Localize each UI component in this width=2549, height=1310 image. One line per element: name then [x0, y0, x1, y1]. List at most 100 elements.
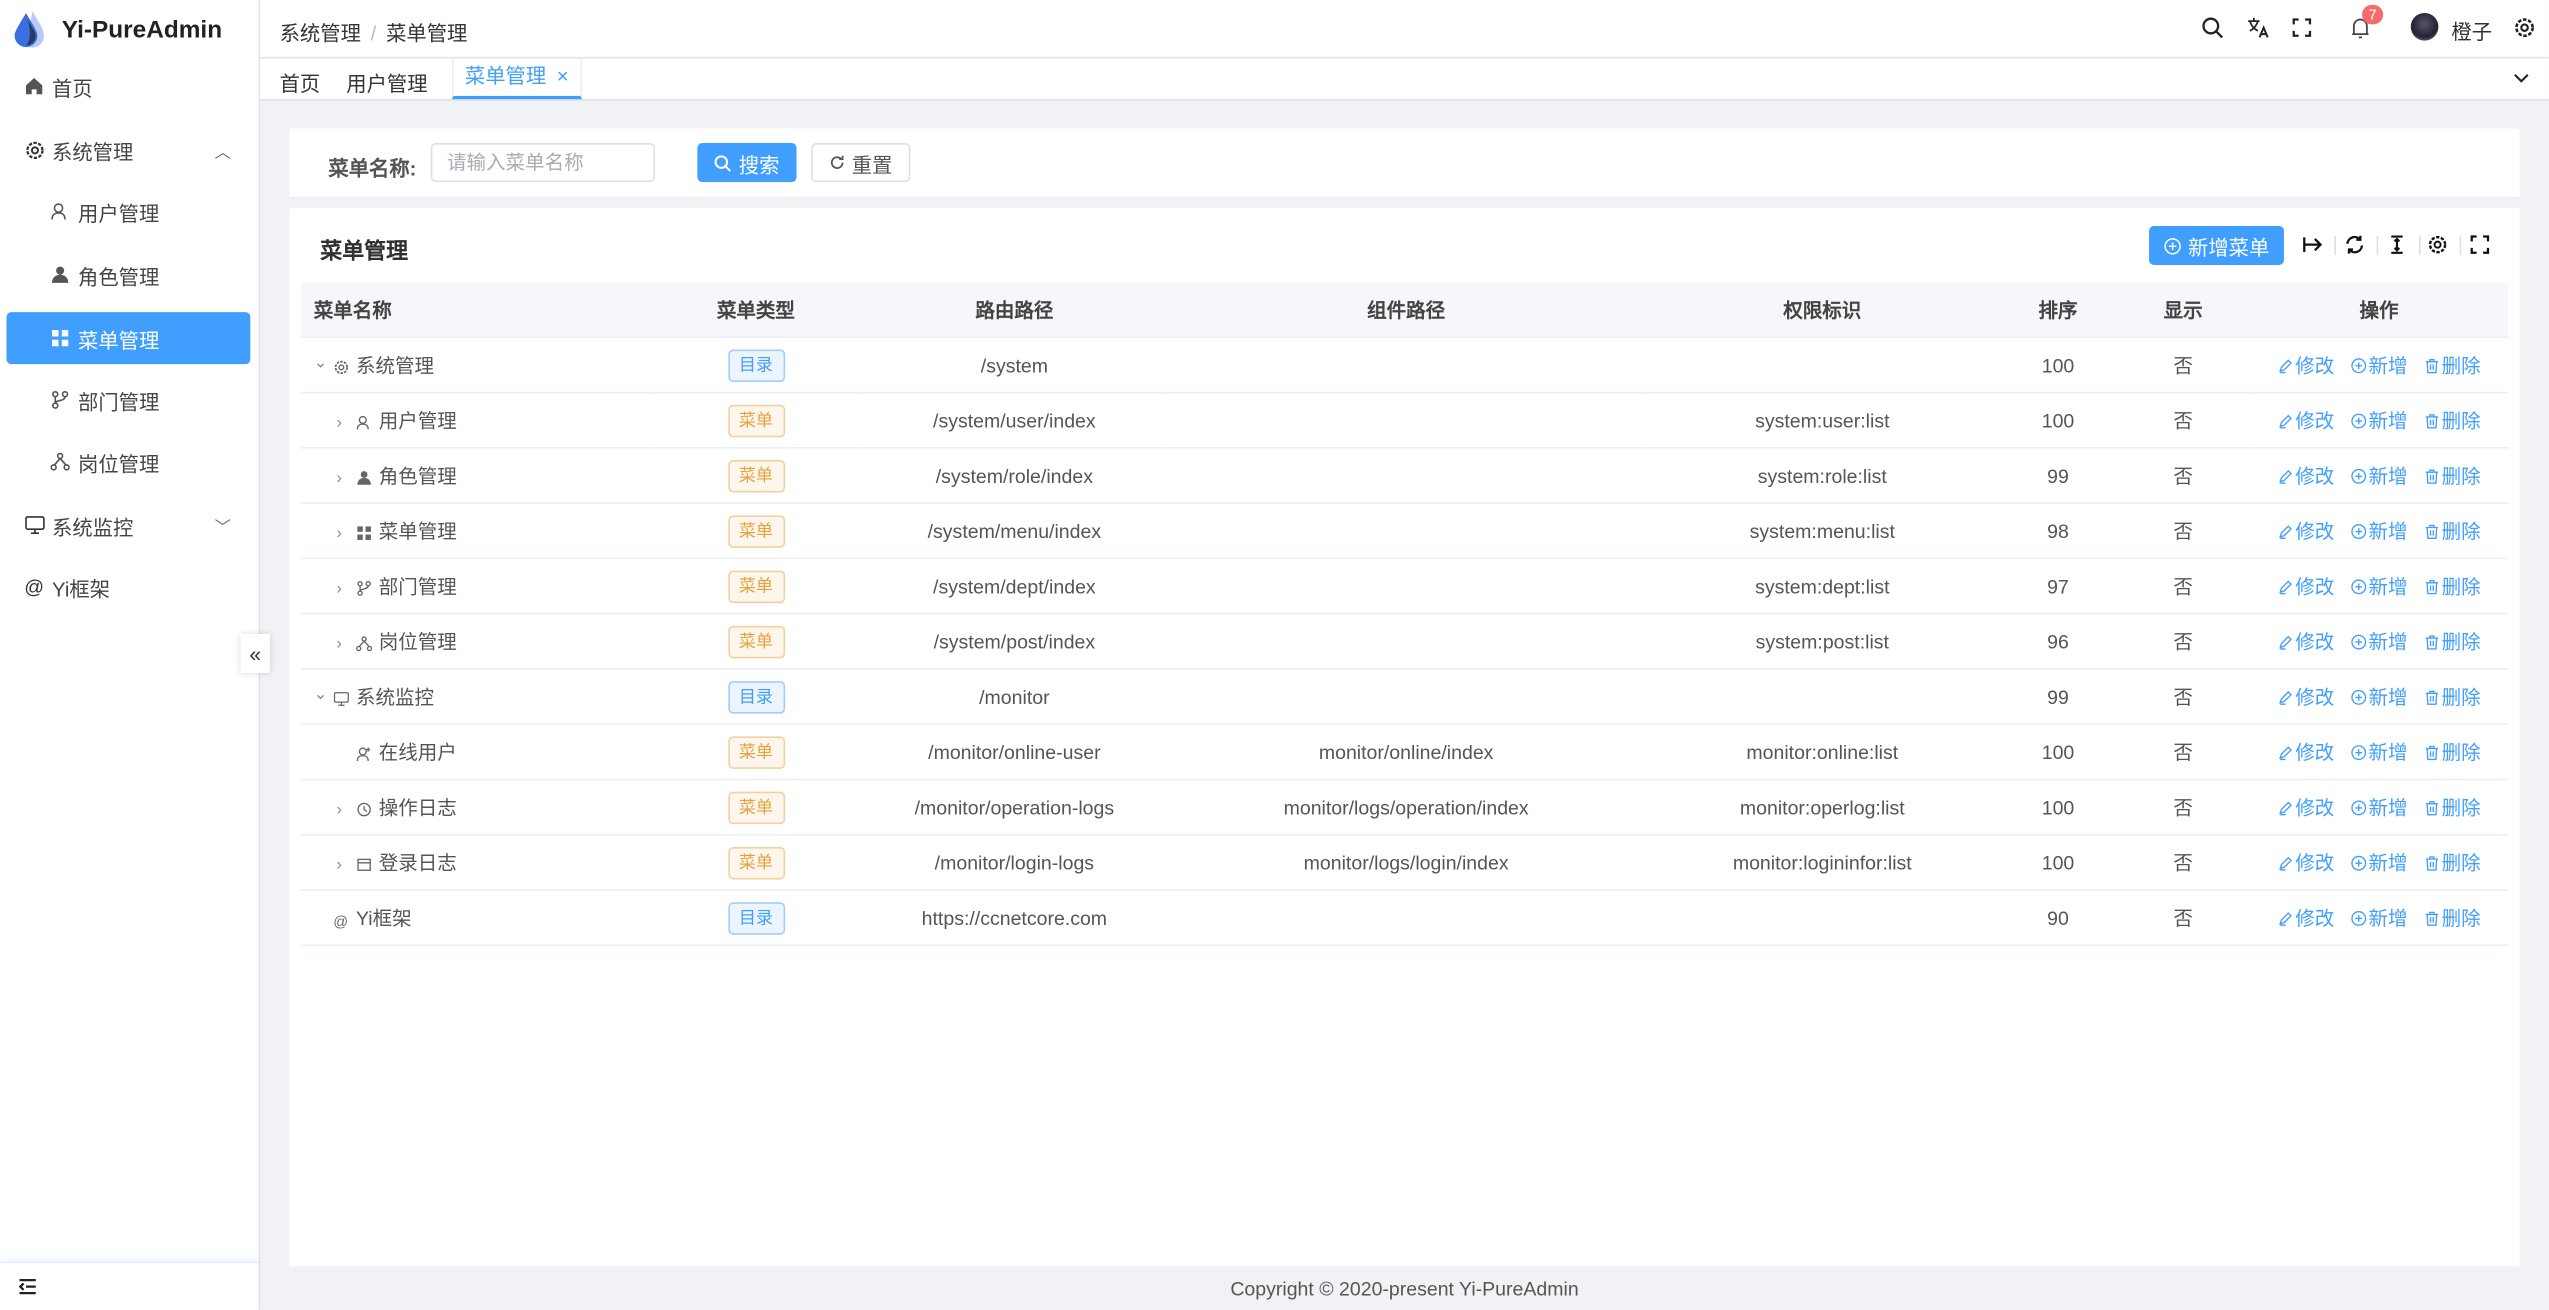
delete-button[interactable]: 删除	[2424, 904, 2481, 932]
username[interactable]: 橙子	[2451, 21, 2493, 44]
route-path-cell: /system	[861, 337, 1168, 394]
delete-button[interactable]: 删除	[2424, 517, 2481, 545]
refresh-icon[interactable]	[2344, 234, 2365, 255]
edit-button[interactable]: 修改	[2277, 904, 2334, 932]
chevron-right-icon[interactable]: ›	[336, 414, 342, 433]
column-settings-icon[interactable]	[2427, 234, 2448, 255]
collapse-toggle-button[interactable]: «	[240, 633, 270, 673]
row-density-icon[interactable]	[2386, 234, 2407, 255]
edit-label: 修改	[2295, 575, 2335, 599]
chevron-right-icon[interactable]: ›	[336, 856, 342, 875]
add-button[interactable]: 新增	[2351, 351, 2408, 379]
chevron-down-icon[interactable]: ⌄	[313, 686, 328, 704]
sidebar-item-yi[interactable]: @ Yi框架	[7, 561, 251, 613]
sidebar-item-dept[interactable]: 部门管理	[7, 374, 251, 426]
edit-button[interactable]: 修改	[2277, 793, 2334, 821]
edit-button[interactable]: 修改	[2277, 406, 2334, 434]
search-icon[interactable]	[2201, 16, 2224, 39]
avatar[interactable]	[2410, 13, 2439, 41]
chevron-up-icon: ︿	[214, 143, 231, 162]
add-button[interactable]: 新增	[2351, 572, 2408, 600]
bell-icon[interactable]	[2349, 16, 2372, 39]
delete-button[interactable]: 删除	[2424, 351, 2481, 379]
fullscreen-icon[interactable]	[2469, 234, 2490, 255]
close-icon[interactable]: ×	[556, 65, 569, 88]
edit-button[interactable]: 修改	[2277, 627, 2334, 655]
sidebar-item-system[interactable]: 系统管理 ︿	[7, 124, 251, 176]
chevron-right-icon[interactable]: ›	[336, 580, 342, 599]
add-button[interactable]: 新增	[2351, 517, 2408, 545]
menu-name: Yi框架	[356, 907, 412, 930]
sidebar: Yi-PureAdmin 首页 系统管理 ︿ 用户管理 角色管理 菜单管理 部门…	[0, 0, 261, 1310]
edit-button[interactable]: 修改	[2277, 849, 2334, 877]
menu-name-cell: ⌄ 系统监控	[300, 668, 651, 726]
add-button[interactable]: 新增	[2351, 738, 2408, 766]
delete-button[interactable]: 删除	[2424, 572, 2481, 600]
sort-cell: 97	[1999, 558, 2117, 615]
component-path-cell: monitor/logs/login/index	[1167, 834, 1646, 891]
sidebar-item-post[interactable]: 岗位管理	[7, 436, 251, 488]
delete-label: 删除	[2441, 851, 2481, 875]
add-menu-button[interactable]: 新增菜单	[2149, 225, 2284, 265]
collapse-sidebar-icon[interactable]	[18, 1278, 38, 1296]
sidebar-item-home[interactable]: 首页	[7, 60, 251, 112]
delete-button[interactable]: 删除	[2424, 406, 2481, 434]
tab-home[interactable]: 首页	[279, 73, 321, 96]
logo[interactable]: Yi-PureAdmin	[13, 10, 222, 49]
permission-cell: monitor:logininfor:list	[1645, 834, 2000, 891]
delete-icon	[2424, 357, 2440, 373]
edit-button[interactable]: 修改	[2277, 517, 2334, 545]
chevron-right-icon[interactable]: ›	[336, 469, 342, 488]
delete-label: 删除	[2441, 354, 2481, 378]
chevron-down-icon[interactable]: ⌄	[313, 354, 328, 373]
tab-menu-management[interactable]: 菜单管理 ×	[451, 58, 582, 100]
at-icon: @	[333, 913, 349, 930]
delete-button[interactable]: 删除	[2424, 738, 2481, 766]
delete-button[interactable]: 删除	[2424, 627, 2481, 655]
sidebar-item-role[interactable]: 角色管理	[7, 249, 251, 301]
route-path-cell: /system/role/index	[861, 447, 1168, 504]
breadcrumb-item[interactable]: 系统管理	[279, 22, 361, 46]
add-button[interactable]: 新增	[2351, 793, 2408, 821]
add-button[interactable]: 新增	[2351, 406, 2408, 434]
menu-name-cell: › 登录日志	[300, 834, 651, 891]
chevron-down-icon[interactable]	[2513, 70, 2529, 86]
edit-button[interactable]: 修改	[2277, 462, 2334, 490]
edit-button[interactable]: 修改	[2277, 738, 2334, 766]
reset-button[interactable]: 重置	[811, 143, 911, 183]
menu-name-cell: › 操作日志	[300, 779, 651, 836]
visible-cell: 否	[2116, 392, 2250, 449]
edit-label: 修改	[2295, 741, 2335, 765]
sort-cell: 98	[1999, 503, 2117, 560]
sidebar-item-monitor[interactable]: 系统监控 ﹀	[7, 499, 251, 551]
chevron-right-icon[interactable]: ›	[336, 635, 342, 654]
add-label: 新增	[2368, 409, 2408, 433]
sidebar-item-user[interactable]: 用户管理	[7, 185, 251, 237]
breadcrumb-separator: /	[370, 22, 377, 46]
search-button[interactable]: 搜索	[697, 143, 797, 183]
delete-button[interactable]: 删除	[2424, 793, 2481, 821]
chevron-right-icon[interactable]: ›	[336, 801, 342, 820]
edit-button[interactable]: 修改	[2277, 683, 2334, 711]
menu-name-input[interactable]: 请输入菜单名称	[430, 143, 656, 183]
fullscreen-icon[interactable]	[2290, 16, 2313, 39]
delete-button[interactable]: 删除	[2424, 683, 2481, 711]
add-button[interactable]: 新增	[2351, 462, 2408, 490]
delete-icon	[2424, 688, 2440, 705]
column-header: 组件路径	[1167, 282, 1646, 339]
add-button[interactable]: 新增	[2351, 627, 2408, 655]
sort-cell: 90	[1999, 890, 2117, 947]
translate-icon[interactable]	[2247, 16, 2270, 39]
add-button[interactable]: 新增	[2351, 849, 2408, 877]
add-button[interactable]: 新增	[2351, 683, 2408, 711]
settings-gear-icon[interactable]	[2513, 16, 2536, 39]
chevron-right-icon[interactable]: ›	[336, 525, 342, 543]
expand-collapse-icon[interactable]	[2302, 234, 2323, 255]
edit-button[interactable]: 修改	[2277, 572, 2334, 600]
tab-user-management[interactable]: 用户管理	[346, 73, 428, 96]
add-button[interactable]: 新增	[2351, 904, 2408, 932]
delete-button[interactable]: 删除	[2424, 462, 2481, 490]
edit-button[interactable]: 修改	[2277, 351, 2334, 379]
sidebar-item-menu[interactable]: 菜单管理	[6, 312, 251, 365]
delete-button[interactable]: 删除	[2424, 849, 2481, 877]
